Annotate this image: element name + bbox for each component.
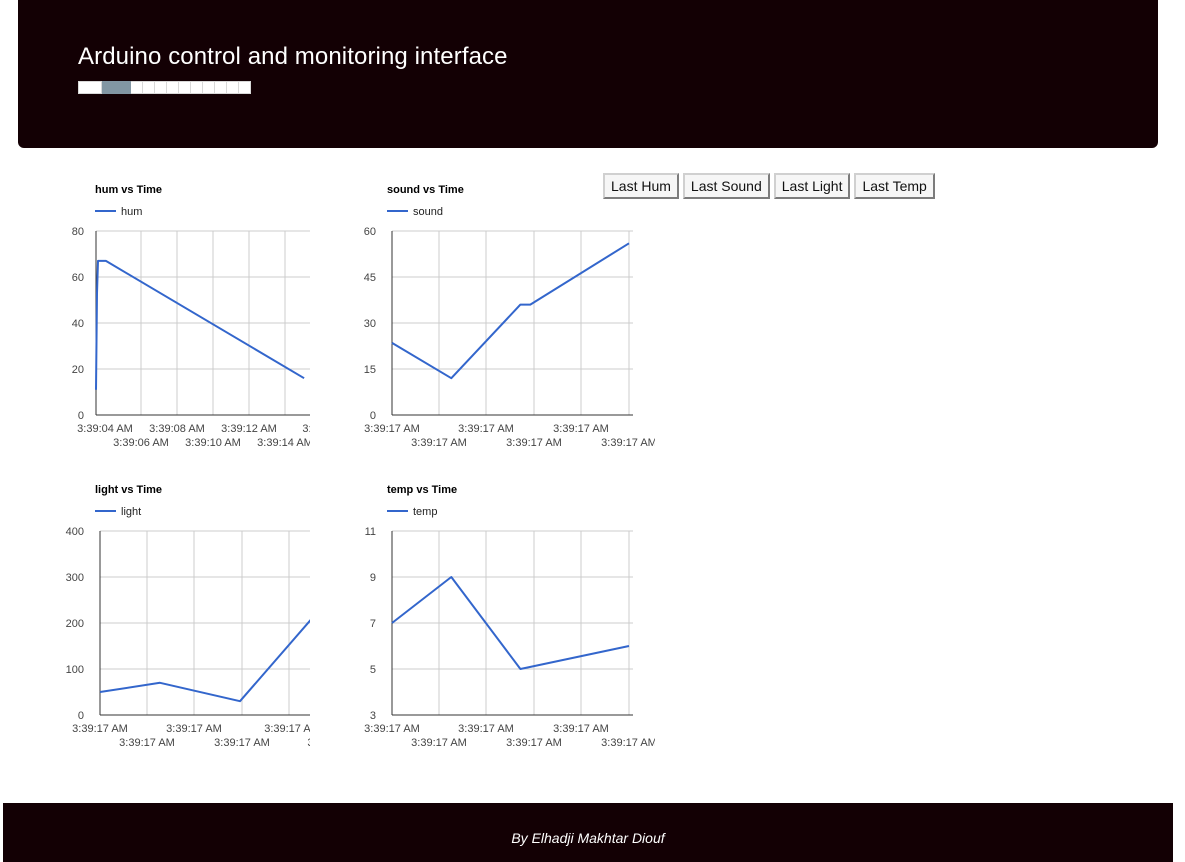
y-tick-label: 0 (370, 410, 376, 422)
x-tick-label: 3: (307, 737, 310, 748)
sound-chart: sound vs Time sound 0 15 30 45 60 3:39:17 AM 3:3… (345, 178, 655, 448)
x-tick-label: 3:39:17 AM (72, 723, 128, 735)
temp-chart: temp vs Time temp 3 5 7 9 11 3:39:17 AM 3:39:17 … (345, 478, 655, 748)
y-tick-label: 45 (364, 272, 376, 284)
progress-segment (78, 81, 102, 94)
chart-title: light vs Time (95, 484, 162, 496)
y-tick-label: 400 (66, 526, 84, 538)
y-tick-label: 0 (78, 710, 84, 722)
chart-svg: sound vs Time sound 0 15 30 45 60 3:39:17 AM 3:3… (364, 184, 655, 448)
x-tick-label: 3:39:17 AM (364, 423, 420, 435)
progress-segment (102, 81, 131, 94)
page-footer: By Elhadji Makhtar Diouf (3, 803, 1173, 862)
x-tick-label: 3:39:08 AM (149, 423, 205, 435)
y-tick-label: 300 (66, 572, 84, 584)
button-bar: Last Hum Last Sound Last Light Last Temp (603, 173, 935, 199)
y-tick-label: 15 (364, 364, 376, 376)
x-tick-label: 3:39:17 AM (166, 723, 222, 735)
series-line-temp (391, 576, 630, 670)
y-tick-label: 5 (370, 664, 376, 676)
y-tick-label: 30 (364, 318, 376, 330)
x-tick-label: 3:39:17 AM (411, 437, 467, 448)
x-tick-label: 3:39:17 AM (119, 737, 175, 748)
x-tick-label: 3:39:17 AM (553, 723, 609, 735)
x-tick-label: 3:39:12 AM (221, 423, 277, 435)
progress-segment (179, 81, 191, 94)
x-tick-label: 3:39:17 AM (553, 423, 609, 435)
x-tick-label: 3:39:06 AM (113, 437, 169, 448)
progress-indicator (78, 81, 251, 94)
chart-svg: temp vs Time temp 3 5 7 9 11 3:39:17 AM 3:39:17 … (364, 484, 655, 748)
page-header: Arduino control and monitoring interface (18, 0, 1158, 148)
y-tick-label: 60 (364, 226, 376, 238)
x-tick-label: 3:39:17 AM (458, 423, 514, 435)
progress-segment (215, 81, 227, 94)
y-tick-label: 100 (66, 664, 84, 676)
x-tick-label: 3:39:17 AM (364, 723, 420, 735)
chart-title: hum vs Time (95, 184, 162, 196)
series-line-light (99, 619, 310, 703)
last-light-button[interactable]: Last Light (773, 173, 851, 199)
x-tick-label: 3:39:17 AM (601, 737, 655, 748)
hum-chart: hum vs Time hum 0 20 40 60 80 3:39:04 AM 3:39:08… (0, 178, 310, 448)
chart-svg: light vs Time light 0 100 200 300 400 3:39:17 A… (66, 484, 310, 748)
x-tick-label: 3:39:04 AM (77, 423, 133, 435)
chart-title: sound vs Time (387, 184, 464, 196)
progress-segment (131, 81, 143, 94)
legend-label: light (121, 506, 141, 518)
x-tick-label: 3:39:17 AM (411, 737, 467, 748)
progress-segment (227, 81, 239, 94)
legend-label: hum (121, 206, 142, 218)
progress-segment (239, 81, 251, 94)
progress-segment (143, 81, 155, 94)
x-tick-label: 3:39:17 AM (458, 723, 514, 735)
y-tick-label: 40 (72, 318, 84, 330)
y-tick-label: 0 (78, 410, 84, 422)
series-line-hum (95, 259, 305, 390)
x-tick-label: 3:39:17 AI (264, 723, 310, 735)
y-tick-label: 200 (66, 618, 84, 630)
y-tick-label: 60 (72, 272, 84, 284)
y-tick-label: 20 (72, 364, 84, 376)
progress-segment (203, 81, 215, 94)
x-tick-label: 3:3 (302, 423, 310, 435)
chart-svg: hum vs Time hum 0 20 40 60 80 3:39:04 AM 3:39:08… (72, 184, 310, 448)
y-tick-label: 3 (370, 710, 376, 722)
series-line-sound (391, 242, 630, 380)
x-tick-label: 3:39:17 AM (506, 737, 562, 748)
page-title: Arduino control and monitoring interface (78, 43, 508, 70)
progress-segment (191, 81, 203, 94)
x-tick-label: 3:39:14 AM (257, 437, 310, 448)
footer-credit: By Elhadji Makhtar Diouf (511, 830, 665, 846)
x-tick-label: 3:39:17 AM (601, 437, 655, 448)
last-temp-button[interactable]: Last Temp (854, 173, 935, 199)
y-tick-label: 11 (365, 526, 376, 538)
last-hum-button[interactable]: Last Hum (603, 173, 679, 199)
progress-segment (155, 81, 167, 94)
x-tick-label: 3:39:17 AM (214, 737, 270, 748)
x-tick-label: 3:39:10 AM (185, 437, 241, 448)
progress-segment (167, 81, 179, 94)
chart-title: temp vs Time (387, 484, 457, 496)
y-tick-label: 7 (370, 618, 376, 630)
legend-label: sound (413, 206, 443, 218)
y-tick-label: 9 (370, 572, 376, 584)
light-chart: light vs Time light 0 100 200 300 400 3:39:17 A… (0, 478, 310, 748)
legend-label: temp (413, 506, 437, 518)
x-tick-label: 3:39:17 AM (506, 437, 562, 448)
last-sound-button[interactable]: Last Sound (682, 173, 770, 199)
y-tick-label: 80 (72, 226, 84, 238)
